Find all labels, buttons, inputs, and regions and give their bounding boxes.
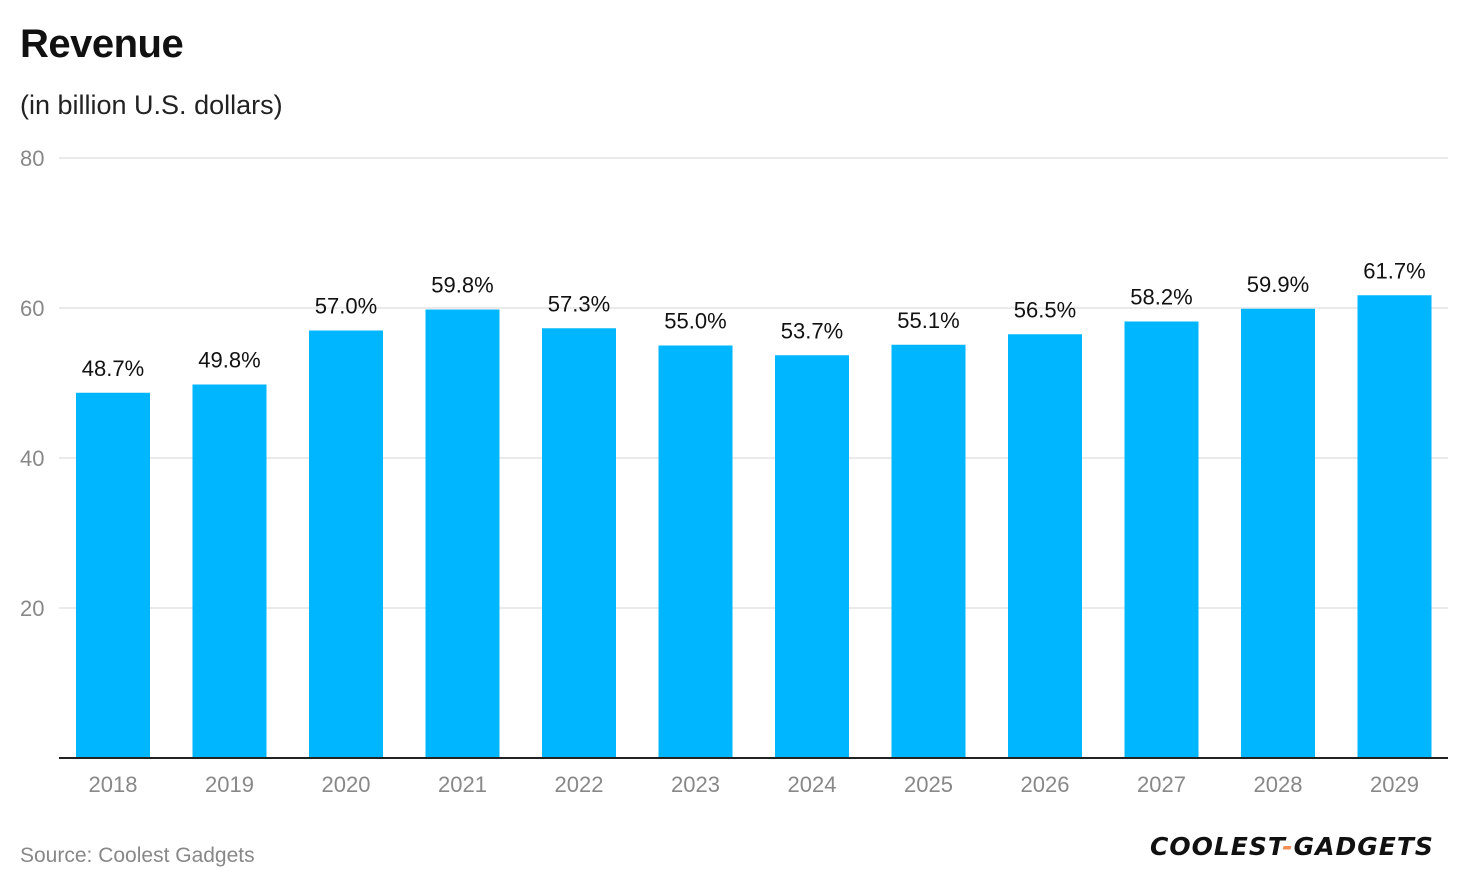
- bar-2020: [309, 330, 383, 758]
- brand-logo: COOLEST-GADGETS: [1150, 832, 1434, 861]
- bar-2022: [542, 328, 616, 758]
- x-tick-label-2021: 2021: [438, 772, 487, 797]
- x-tick-label-2024: 2024: [788, 772, 837, 797]
- bar-2025: [891, 344, 966, 758]
- source-note: Source: Coolest Gadgets: [20, 844, 255, 867]
- data-label-2028: 59.9%: [1247, 272, 1309, 297]
- data-label-2029: 61.7%: [1363, 258, 1425, 283]
- chart-title: Revenue: [20, 22, 184, 66]
- bar-2018: [76, 392, 150, 758]
- bar-2028: [1241, 308, 1315, 758]
- bar-2027: [1124, 321, 1199, 758]
- data-labels: 48.7% 49.8% 57.0% 59.8% 57.3% 55.0% 53.7% 55.1%…: [82, 258, 1426, 381]
- x-tick-label-2019: 2019: [205, 772, 254, 797]
- x-tick-label-2026: 2026: [1021, 772, 1070, 797]
- x-tick-label-2023: 2023: [671, 772, 720, 797]
- data-label-2023: 55.0%: [664, 309, 726, 334]
- data-label-2027: 58.2%: [1130, 285, 1192, 310]
- y-tick-label: 60: [20, 296, 44, 321]
- bar-2021: [425, 309, 500, 758]
- x-tick-label-2022: 2022: [555, 772, 604, 797]
- chart-subtitle: (in billion U.S. dollars): [20, 90, 283, 120]
- data-label-2025: 55.1%: [897, 308, 959, 333]
- bar-2024: [775, 355, 849, 758]
- x-tick-label-2018: 2018: [89, 772, 138, 797]
- data-label-2026: 56.5%: [1014, 297, 1076, 322]
- bar-chart: 48.7% 49.8% 57.0% 59.8% 57.3% 55.0% 53.7% 55.1%…: [20, 146, 1448, 797]
- logo-text-right: GADGETS: [1293, 832, 1434, 861]
- bar-2019: [192, 384, 267, 758]
- x-tick-label-2020: 2020: [322, 772, 371, 797]
- data-label-2022: 57.3%: [548, 291, 610, 316]
- x-tick-label-2028: 2028: [1254, 772, 1303, 797]
- data-label-2018: 48.7%: [82, 356, 144, 381]
- x-tick-label-2025: 2025: [904, 772, 953, 797]
- data-label-2021: 59.8%: [431, 273, 493, 298]
- y-tick-label: 20: [20, 596, 44, 621]
- bar-2026: [1008, 334, 1082, 758]
- data-label-2024: 53.7%: [781, 318, 843, 343]
- data-label-2019: 49.8%: [198, 348, 260, 373]
- logo-dash: -: [1282, 832, 1294, 861]
- grid-lines: [59, 157, 1448, 609]
- x-tick-label-2027: 2027: [1137, 772, 1186, 797]
- axes: 20 40 60 80 2018 2019 2020 2021 2022 2023 2024 2025…: [20, 146, 1448, 797]
- logo-text-left: COOLEST: [1150, 832, 1283, 861]
- bar-2023: [658, 345, 733, 758]
- bar-2029: [1357, 295, 1432, 758]
- x-tick-label-2029: 2029: [1370, 772, 1419, 797]
- y-tick-label: 80: [20, 146, 44, 171]
- y-tick-label: 40: [20, 446, 44, 471]
- data-label-2020: 57.0%: [315, 294, 377, 319]
- bars: [76, 295, 1432, 758]
